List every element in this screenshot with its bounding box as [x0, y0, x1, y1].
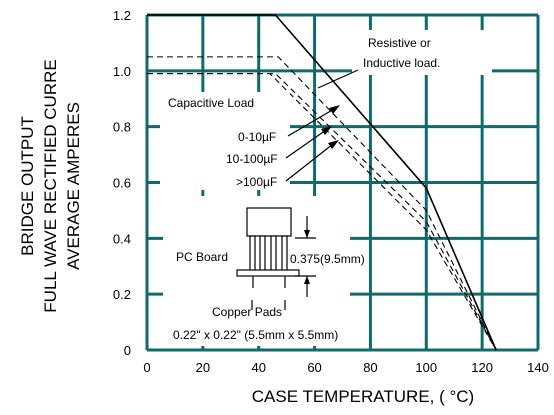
x-axis-title: CASE TEMPERATURE, ( °C) [252, 387, 474, 406]
series-line-2 [147, 56, 497, 351]
y-tick-label: 0.4 [113, 231, 131, 246]
pc-board-label: PC Board [176, 250, 228, 264]
resistive-label-line1: Resistive or [368, 36, 431, 50]
y-tick-label: 0.2 [113, 287, 131, 302]
cap-label-0-10: 0-10µF [238, 130, 276, 144]
x-tick-label: 120 [471, 360, 493, 375]
y-tick-label: 0.8 [113, 120, 131, 135]
x-tick-label: 80 [363, 360, 377, 375]
y-tick-label: 1.2 [113, 8, 131, 23]
y-axis-title-line2: FULL WAVE RECTIFIED CURRE [41, 59, 60, 312]
x-tick-label: 100 [415, 360, 437, 375]
dimension-label: 0.375(9.5mm) [290, 252, 365, 266]
resistive-pointer [317, 69, 359, 89]
x-tick-label: 20 [196, 360, 210, 375]
y-axis-title-line1: BRIDGE OUTPUT [18, 116, 37, 256]
resistive-label-bg [352, 30, 492, 75]
package-drawing [236, 207, 316, 310]
capacitive-label: Capacitive Load [168, 96, 254, 110]
series-lines [147, 14, 497, 351]
cap-label-100-plus: >100µF [236, 175, 277, 189]
y-tick-label: 0 [124, 343, 131, 358]
y-tick-label: 1.0 [113, 64, 131, 79]
pad-size-label: 0.22" x 0.22" (5.5mm x 5.5mm) [173, 328, 338, 342]
y-axis-title-line3: AVERAGE AMPERES [64, 102, 83, 270]
x-tick-label: 0 [143, 360, 150, 375]
y-tick-label: 0.6 [113, 176, 131, 191]
x-tick-label: 40 [251, 360, 265, 375]
x-tick-labels: 0 20 40 60 80 100 120 140 [143, 360, 548, 375]
x-tick-label: 60 [307, 360, 321, 375]
capacitive-arrows [285, 105, 340, 182]
x-tick-label: 140 [527, 360, 549, 375]
cap-label-10-100: 10-100µF [226, 152, 278, 166]
resistive-label-line2: Inductive load. [363, 56, 440, 70]
capacitive-label-bg [160, 92, 290, 190]
y-tick-labels: 0 0.2 0.4 0.6 0.8 1.0 1.2 [113, 8, 131, 358]
series-line-4 [147, 73, 497, 351]
copper-pads-label: Copper Pads [212, 305, 282, 319]
series-line-1 [147, 14, 497, 351]
